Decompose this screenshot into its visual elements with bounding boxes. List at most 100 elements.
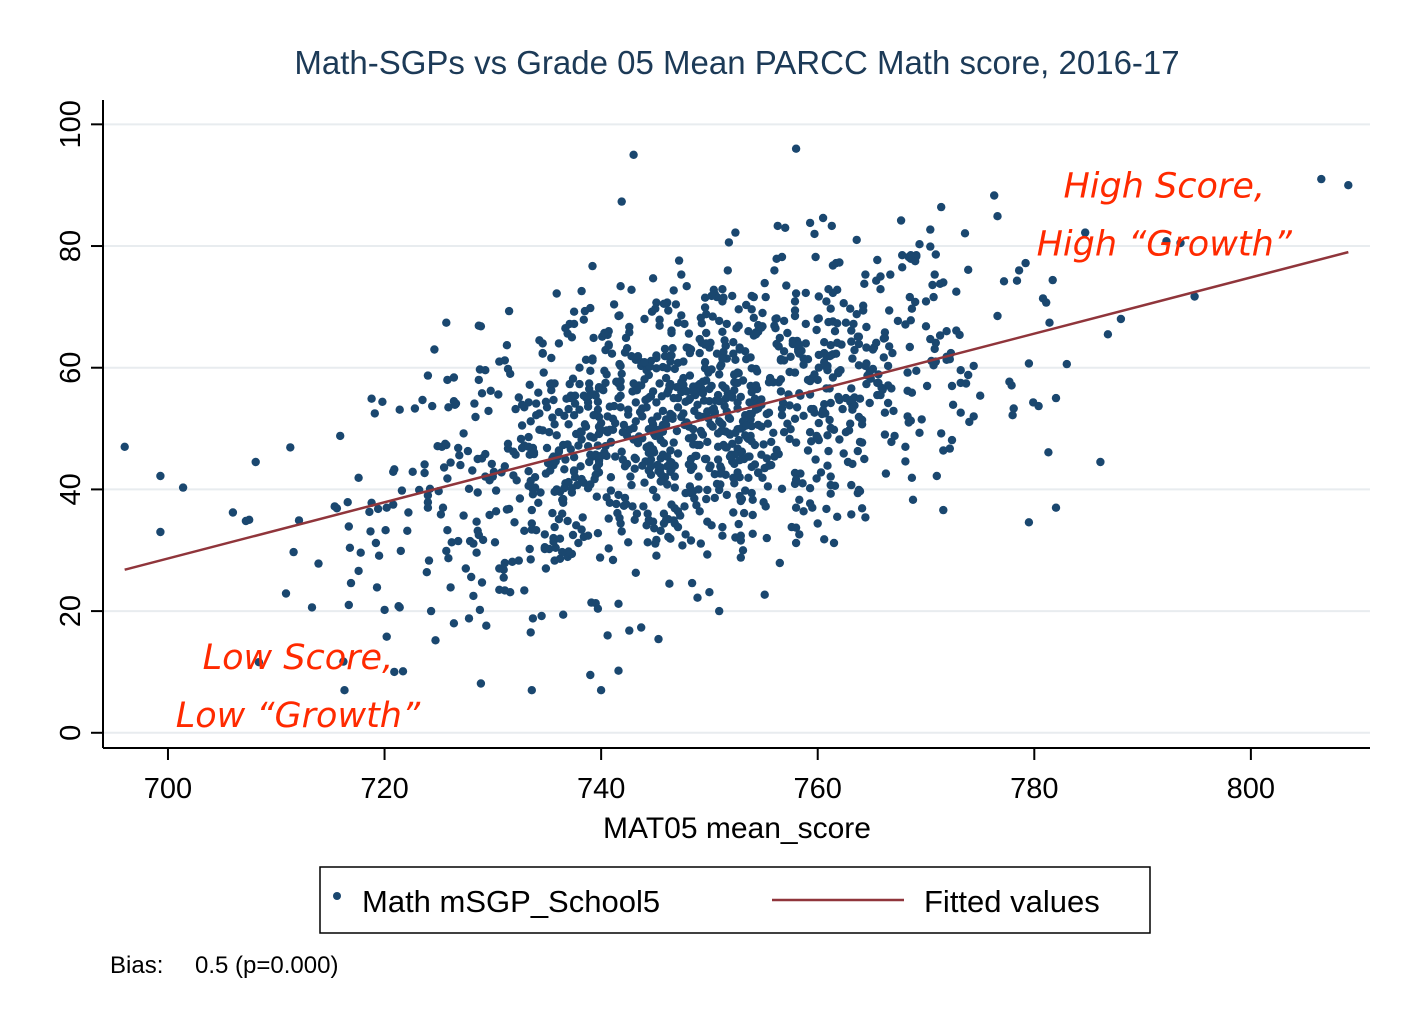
data-point (763, 482, 773, 491)
data-point (630, 464, 639, 473)
data-point (807, 437, 816, 446)
data-point (1048, 275, 1057, 285)
data-point (829, 425, 839, 434)
data-point (668, 344, 677, 353)
data-point (443, 526, 452, 535)
data-point (722, 319, 731, 329)
data-point (487, 459, 496, 469)
data-point (396, 546, 405, 556)
y-tick-label: 0 (55, 725, 87, 741)
data-point (1081, 228, 1090, 237)
data-point (757, 422, 766, 431)
data-point (499, 573, 508, 582)
data-point (774, 342, 783, 351)
data-point (655, 379, 664, 388)
data-point (834, 369, 843, 378)
data-point (454, 443, 463, 453)
data-point (847, 384, 856, 393)
data-point (444, 554, 453, 563)
data-point (381, 526, 390, 535)
data-point (823, 431, 832, 440)
data-point (549, 395, 558, 405)
data-point (294, 516, 304, 525)
data-point (889, 406, 898, 416)
data-point (367, 394, 376, 403)
data-point (681, 488, 690, 498)
data-point (604, 514, 613, 523)
data-point (431, 636, 440, 645)
data-point (567, 488, 577, 497)
data-point (241, 516, 251, 526)
data-point (843, 457, 853, 467)
annotations: High Score, High “Growth” Low Score, Low “G… (176, 166, 1293, 736)
data-point (747, 488, 756, 498)
data-point (583, 402, 593, 411)
data-point (700, 293, 710, 302)
data-point (857, 504, 867, 513)
data-point (702, 328, 711, 338)
data-point (905, 342, 914, 352)
data-point (631, 568, 640, 577)
data-point (423, 491, 433, 500)
data-point (455, 451, 464, 460)
data-point (718, 354, 727, 363)
data-point (799, 507, 808, 516)
data-point (735, 456, 744, 465)
data-point (685, 348, 695, 358)
data-point (390, 465, 399, 474)
data-point (410, 404, 420, 413)
data-point (729, 349, 738, 358)
data-point (728, 439, 737, 448)
data-point (481, 366, 490, 375)
data-point (614, 599, 623, 608)
data-point (495, 585, 504, 594)
data-point (744, 473, 753, 482)
data-point (861, 513, 870, 522)
data-point (772, 314, 781, 323)
data-point (830, 481, 840, 490)
annotation-line: Low Score, (203, 638, 394, 678)
data-point (901, 442, 910, 451)
data-point (710, 407, 719, 417)
data-point (491, 507, 501, 516)
y-tick-label: 100 (55, 100, 87, 148)
data-point (739, 508, 749, 518)
data-point (529, 448, 539, 457)
data-point (343, 498, 352, 507)
data-point (835, 435, 844, 444)
data-point (307, 603, 317, 612)
data-point (854, 339, 864, 349)
data-point (552, 431, 561, 440)
data-point (372, 583, 382, 592)
data-point (569, 466, 579, 475)
data-point (890, 431, 899, 441)
data-point (569, 453, 579, 462)
data-point (794, 347, 803, 356)
data-point (534, 498, 543, 507)
data-point (1062, 359, 1072, 369)
data-point (698, 389, 708, 398)
data-point (470, 399, 479, 408)
data-point (760, 278, 769, 288)
data-point (330, 502, 339, 511)
data-point (911, 297, 920, 307)
data-point (625, 322, 634, 332)
data-point (631, 398, 640, 407)
data-point (956, 366, 965, 375)
data-point (736, 536, 745, 545)
data-point (575, 379, 584, 389)
data-point (575, 363, 584, 372)
data-point (481, 449, 490, 459)
data-point (785, 367, 794, 377)
data-point (679, 380, 688, 389)
data-point (484, 406, 493, 416)
data-point (779, 347, 789, 356)
data-point (495, 564, 504, 573)
data-point (491, 486, 501, 495)
data-point (654, 634, 663, 644)
data-point (846, 419, 855, 428)
data-point (646, 462, 656, 471)
data-point (693, 440, 702, 450)
data-point (627, 352, 636, 361)
